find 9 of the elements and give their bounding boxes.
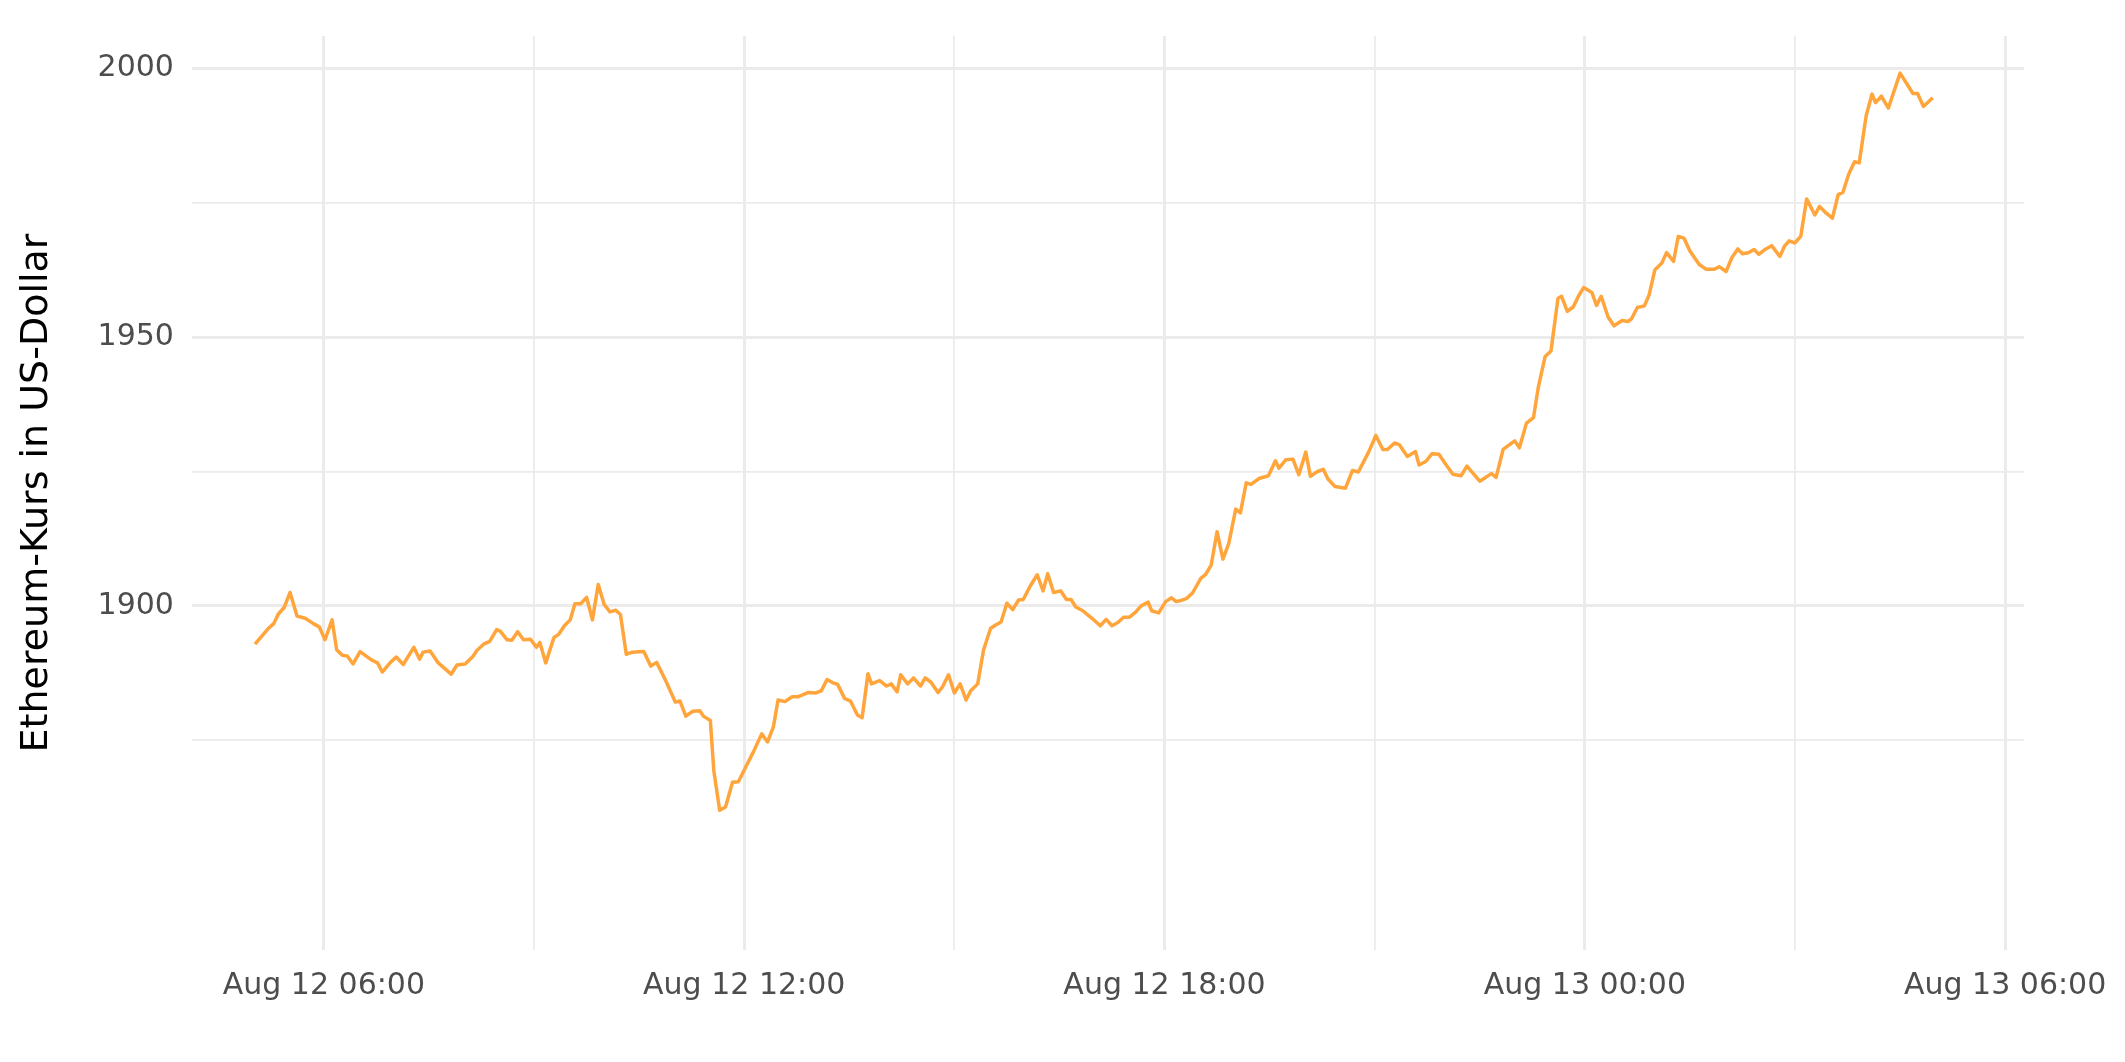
y-tick-label: 2000 xyxy=(97,48,174,84)
y-tick-label: 1950 xyxy=(97,316,174,352)
x-tick-label: Aug 13 00:00 xyxy=(1483,965,1686,1001)
x-tick-label: Aug 13 06:00 xyxy=(1904,965,2107,1001)
y-axis-title: Ethereum-Kurs in US-Dollar xyxy=(11,233,56,753)
x-tick-label: Aug 12 12:00 xyxy=(643,965,846,1001)
x-tick-label: Aug 12 18:00 xyxy=(1063,965,1266,1001)
y-tick-label: 1900 xyxy=(97,585,174,621)
x-tick-label: Aug 12 06:00 xyxy=(222,965,426,1001)
